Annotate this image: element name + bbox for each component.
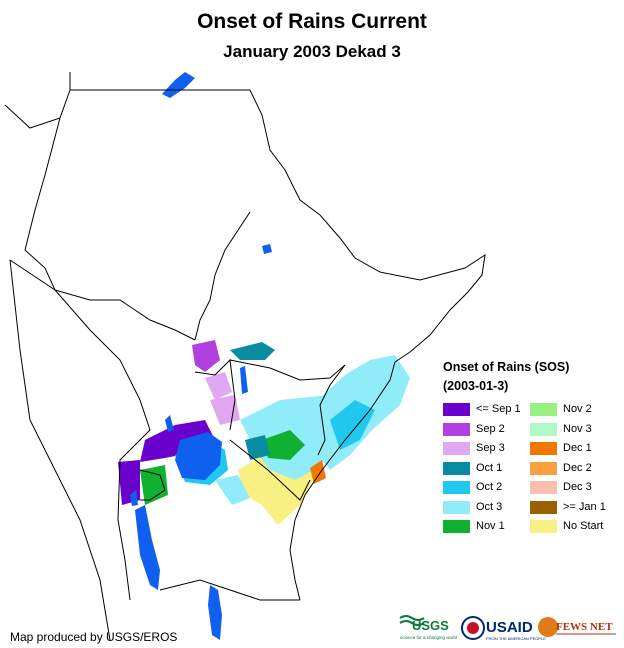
legend-label: Oct 3 [476, 500, 503, 513]
region-oct1 [245, 435, 270, 460]
lake-nasser [162, 72, 195, 98]
legend-label: Oct 2 [476, 481, 503, 493]
onset-region-layer [118, 340, 410, 525]
usgs-text: USGS [412, 618, 449, 633]
west-edge-border [9, 259, 111, 641]
partner-logos: USGS science for a changing world USAID … [399, 615, 616, 641]
kenya-somalia-border [317, 364, 346, 456]
legend-label: >= Jan 1 [563, 500, 606, 513]
legend-label: Nov 1 [476, 520, 505, 532]
kenya-tanzania-border [229, 439, 311, 501]
legend-subtitle: (2003-01-3) [443, 379, 509, 393]
usgs-tagline: science for a changing world [400, 635, 458, 640]
map-subtitle: January 2003 Dekad 3 [223, 42, 401, 61]
lake-tanganyika [135, 505, 160, 590]
tanzania-south-border [159, 579, 300, 601]
legend-swatch [443, 500, 470, 514]
map-credit: Map produced by USGS/EROS [10, 630, 178, 644]
car-border [54, 289, 196, 341]
region-sep1 [140, 420, 215, 462]
legend-label: Dec 3 [563, 481, 592, 493]
legend: Onset of Rains (SOS) (2003-01-3) [443, 358, 623, 402]
legend-swatch [443, 520, 470, 533]
lake-turkana [240, 366, 248, 394]
ethiopia-kenya-border [229, 359, 346, 381]
sudan-chad-border [24, 117, 61, 291]
lake-malawi [208, 585, 222, 640]
legend-label: <= Sep 1 [476, 403, 521, 415]
lake-tana [262, 244, 272, 254]
fews-net-logo: FEWS NET [538, 617, 616, 637]
lake-albert [165, 415, 174, 432]
lake-victoria [175, 432, 222, 480]
legend-label: Dec 1 [563, 442, 592, 454]
legend-swatch [530, 461, 557, 475]
usgs-logo: USGS science for a changing world [399, 615, 458, 640]
legend-swatch [530, 403, 557, 416]
country-border-layer [4, 72, 486, 641]
drc-border [9, 259, 151, 601]
legend-label: Oct 1 [476, 461, 503, 474]
legend-swatch [443, 481, 470, 494]
legend-label: Sep 3 [476, 442, 505, 454]
indian-ocean-coast [289, 361, 396, 601]
region-sep3 [205, 372, 232, 400]
legend-label: Sep 2 [476, 422, 505, 435]
legend-swatch [530, 442, 557, 455]
region-sep3-uganda [210, 395, 240, 425]
region-nov1-west [140, 465, 168, 505]
region-sep2 [192, 340, 220, 372]
legend-label: Nov 3 [563, 422, 592, 435]
region-nov1 [262, 430, 305, 460]
region-dec1-coast [310, 460, 326, 484]
legend-swatch [443, 422, 470, 436]
region-oct1-sudan [230, 342, 275, 360]
fews-text: FEWS NET [556, 621, 613, 633]
usaid-tagline: FROM THE AMERICAN PEOPLE [486, 636, 546, 641]
region-oct3-tz [215, 475, 250, 505]
legend-swatch [530, 520, 557, 533]
red-sea-coast [249, 89, 486, 363]
uganda-border [194, 358, 236, 431]
region-oct2 [330, 400, 375, 450]
usaid-logo: USAID FROM THE AMERICAN PEOPLE [461, 616, 546, 641]
rwanda-burundi-border [139, 469, 166, 501]
water-layer [130, 72, 272, 640]
legend-title: Onset of Rains (SOS) [443, 360, 570, 374]
lake-kivu [130, 490, 138, 506]
legend-swatch [530, 422, 557, 436]
map-title: Onset of Rains Current [197, 10, 427, 33]
legend-label: Nov 2 [563, 403, 592, 415]
legend-label: No Start [563, 520, 604, 532]
legend-swatch [443, 403, 470, 416]
usaid-text: USAID [486, 619, 533, 636]
legend-swatch [443, 461, 470, 475]
legend-swatch [530, 481, 557, 494]
legend-swatch [530, 500, 557, 514]
libya-egypt-border [4, 72, 71, 129]
legend-label: Dec 2 [563, 461, 592, 474]
legend-swatch [443, 442, 470, 455]
sudan-ethiopia-border [194, 211, 251, 341]
